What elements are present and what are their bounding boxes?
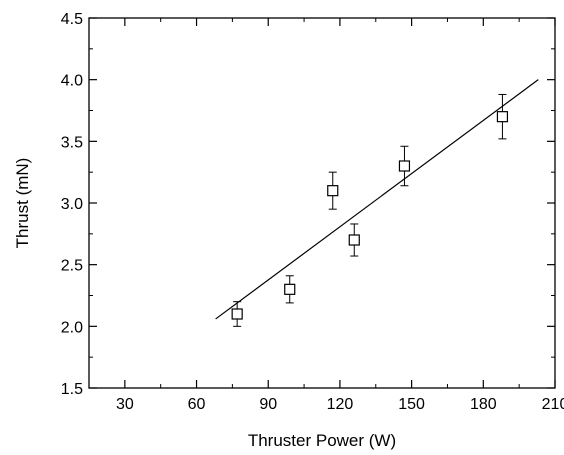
y-tick-label: 3.5 (61, 134, 83, 151)
axis-tick-labels: 30 60 90 120 150 180 210 1.5 2.0 2.5 3.0 3.5 4.0 4.5 (61, 11, 564, 413)
x-tick-label: 180 (470, 396, 497, 413)
plot-frame (88, 17, 556, 389)
x-tick-label: 60 (188, 396, 206, 413)
y-tick-label: 4.0 (61, 73, 83, 90)
y-tick-label: 3.0 (61, 196, 83, 213)
x-tick-label: 30 (116, 396, 134, 413)
y-tick-label: 2.5 (61, 258, 83, 275)
x-tick-label: 120 (327, 396, 354, 413)
data-point-square (348, 234, 360, 246)
data-point-square (398, 160, 411, 172)
x-axis-title: Thruster Power (W) (248, 431, 396, 450)
fit-line (215, 79, 539, 320)
y-tick-label: 1.5 (61, 381, 83, 398)
data-point-square (496, 111, 509, 123)
data-point-square (284, 283, 296, 295)
data-point-square (327, 185, 339, 197)
axis-ticks (89, 17, 556, 389)
x-tick-label: 210 (542, 396, 564, 413)
data-markers (231, 111, 509, 320)
error-bars (233, 93, 507, 327)
x-tick-label: 150 (398, 396, 425, 413)
data-point-square (231, 308, 243, 320)
y-tick-label: 2.0 (61, 319, 83, 336)
x-tick-label: 90 (259, 396, 277, 413)
y-axis-title: Thrust (mN) (13, 158, 32, 249)
y-tick-label: 4.5 (61, 11, 83, 28)
